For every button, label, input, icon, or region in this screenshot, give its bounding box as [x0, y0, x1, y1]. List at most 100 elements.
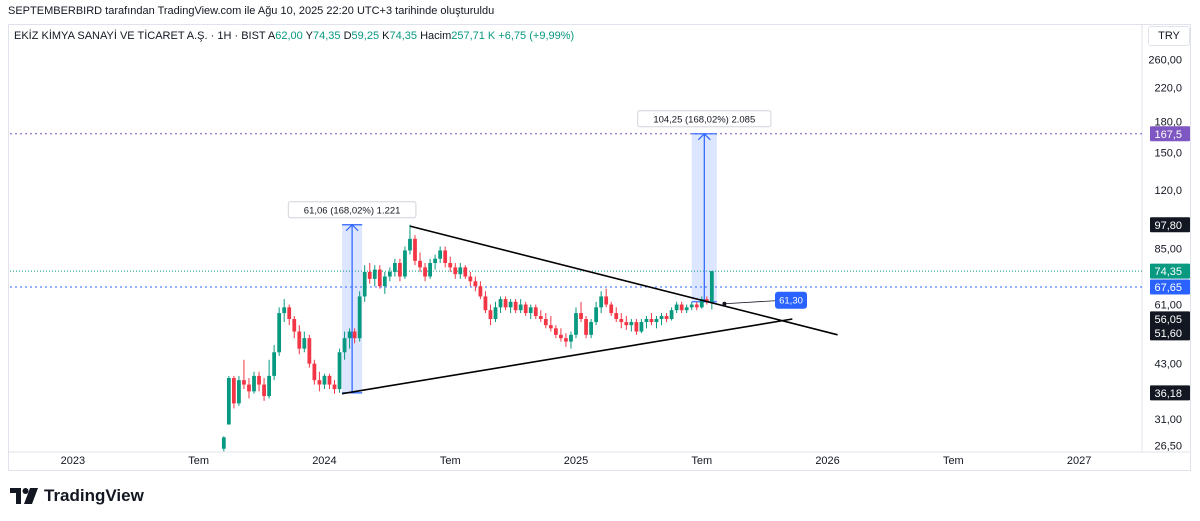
price-label-box-0: [1150, 126, 1190, 142]
candle-44: [443, 250, 448, 263]
candle-41: [428, 262, 432, 277]
candle-43: [438, 250, 443, 259]
candle-13: [287, 307, 292, 320]
candle-70: [574, 313, 578, 335]
measure-label-box-1: [637, 110, 772, 128]
candle-1: [226, 378, 231, 425]
candle-95: [699, 299, 704, 308]
tradingview-logo-text: TradingView: [44, 486, 144, 505]
price-label-4: 56,05: [1154, 314, 1182, 326]
x-tick-label-4: 2025: [564, 455, 588, 467]
candle-42: [433, 258, 438, 263]
candle-89: [669, 310, 674, 320]
candle-16: [302, 338, 307, 349]
close-value: 74,35: [389, 30, 417, 42]
x-tick-label-8: 2027: [1067, 455, 1091, 467]
candle-62: [533, 307, 538, 317]
candle-69: [569, 334, 573, 342]
candle-54: [493, 307, 498, 320]
candle-17: [307, 338, 312, 364]
candle-12: [282, 307, 287, 314]
high-value: 74,35: [312, 30, 341, 42]
candle-65: [548, 325, 553, 329]
candle-22: [332, 384, 337, 390]
candle-30: [372, 269, 377, 279]
candle-80: [624, 322, 629, 326]
chart-frame: [8, 24, 1191, 471]
chart-attribution: SEPTEMBERBIRD tarafından TradingView.com…: [8, 5, 495, 17]
x-tick-label-1: Tem: [188, 455, 209, 467]
symbol-name[interactable]: EKİZ KİMYA SANAYİ VE TİCARET A.Ş. · 1H ·…: [14, 30, 266, 42]
candle-59: [518, 304, 523, 311]
candle-7: [257, 375, 261, 385]
tradingview-logo[interactable]: TradingView: [10, 486, 144, 506]
close-label: K: [382, 30, 390, 42]
candle-27: [357, 296, 362, 339]
candle-31: [377, 269, 382, 287]
candle-66: [553, 328, 558, 335]
candle-45: [448, 262, 453, 268]
candle-67: [559, 334, 563, 339]
price-label-box-4: [1150, 311, 1190, 327]
candle-39: [418, 260, 422, 268]
price-label-box-1: [1150, 217, 1190, 233]
price-label-0: 167,5: [1154, 129, 1182, 141]
price-label-3: 67,65: [1154, 282, 1182, 294]
candle-57: [508, 301, 513, 308]
candle-29: [367, 271, 372, 279]
trendline-0: [409, 225, 838, 336]
measure-arrowhead-1: [697, 132, 711, 141]
candle-23: [337, 352, 342, 390]
candle-85: [649, 319, 654, 323]
candle-55: [498, 299, 503, 308]
candle-26: [352, 331, 357, 339]
candle-49: [468, 276, 473, 282]
candle-32: [382, 276, 387, 287]
candle-81: [629, 322, 634, 326]
candle-46: [453, 267, 458, 275]
candle-90: [674, 304, 679, 311]
candle-63: [538, 316, 543, 320]
y-tick-label-2: 180,0: [1154, 117, 1182, 129]
candle-18: [312, 363, 317, 381]
volume-label: Hacim: [420, 30, 452, 42]
price-label-box-6: [1150, 385, 1190, 401]
open-label: A: [267, 30, 276, 42]
candle-56: [503, 299, 508, 308]
price-label-1: 97,80: [1154, 220, 1182, 232]
tradingview-logo-icon: [10, 488, 38, 504]
candle-34: [392, 262, 397, 272]
candle-76: [604, 296, 609, 305]
trendline-1: [341, 318, 793, 395]
y-tick-label-8: 31,00: [1154, 414, 1182, 426]
y-tick-label-4: 120,0: [1154, 185, 1182, 197]
candle-36: [403, 250, 407, 277]
callout-text: 61,30: [779, 296, 803, 307]
candle-86: [654, 319, 659, 323]
high-label: Y: [305, 30, 313, 42]
candle-15: [297, 331, 302, 349]
candle-37: [408, 238, 412, 251]
x-tick-label-5: Tem: [691, 455, 712, 467]
candle-11: [277, 313, 282, 353]
price-label-box-5: [1150, 325, 1190, 341]
candle-10: [272, 352, 277, 376]
x-tick-label-6: 2026: [815, 455, 839, 467]
candle-83: [639, 322, 644, 332]
currency-button[interactable]: TRY: [1148, 26, 1190, 46]
candle-84: [644, 319, 649, 323]
candle-50: [473, 281, 478, 287]
y-tick-label-6: 61,00: [1154, 300, 1182, 312]
candle-60: [523, 304, 528, 314]
candle-19: [317, 380, 322, 385]
price-label-box-2: [1150, 263, 1190, 279]
candle-71: [579, 313, 583, 320]
change-value: +6,75 (+9,99%): [498, 30, 575, 42]
candle-0: [221, 437, 226, 449]
candle-68: [564, 338, 568, 342]
candle-8: [262, 384, 266, 397]
candle-79: [619, 319, 624, 323]
price-label-2: 74,35: [1154, 266, 1182, 278]
candle-25: [347, 331, 352, 339]
